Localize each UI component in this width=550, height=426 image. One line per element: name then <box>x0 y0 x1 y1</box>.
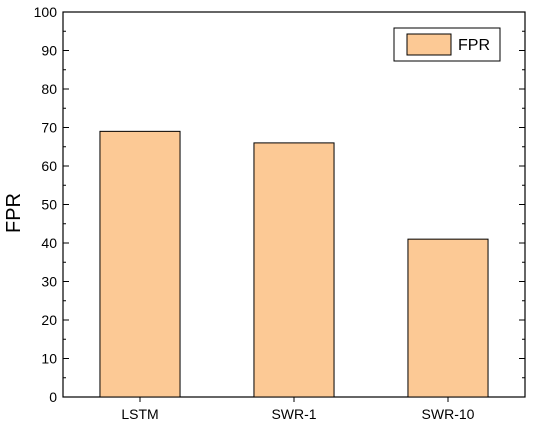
x-axis-ticks: LSTM SWR-1 SWR-10 <box>121 397 475 422</box>
x-tick-label-swr-1: SWR-1 <box>271 406 316 422</box>
y-tick-label: 40 <box>41 235 57 251</box>
y-axis-title: FPR <box>3 193 25 233</box>
bars-group <box>99 130 489 398</box>
legend-label-fpr: FPR <box>458 37 490 54</box>
bar-swr-10 <box>407 238 489 398</box>
y-tick-label: 0 <box>49 389 57 405</box>
y-tick-label: 30 <box>41 274 57 290</box>
y-tick-label: 50 <box>41 197 57 213</box>
legend-swatch <box>406 33 452 56</box>
y-tick-label: 20 <box>41 312 57 328</box>
y-tick-label: 70 <box>41 120 57 136</box>
y-tick-label: 80 <box>41 81 57 97</box>
y-tick-label: 10 <box>41 351 57 367</box>
legend: FPR <box>393 27 501 62</box>
x-tick-label-swr-10: SWR-10 <box>422 406 475 422</box>
y-tick-label: 90 <box>41 43 57 59</box>
y-axis-ticks: 0 10 20 30 40 50 60 70 80 90 100 <box>34 4 525 405</box>
y-tick-label: 60 <box>41 158 57 174</box>
y-tick-label: 100 <box>34 4 58 20</box>
bar-lstm <box>99 130 181 398</box>
x-tick-label-lstm: LSTM <box>121 406 158 422</box>
bar-swr-1 <box>253 142 335 398</box>
